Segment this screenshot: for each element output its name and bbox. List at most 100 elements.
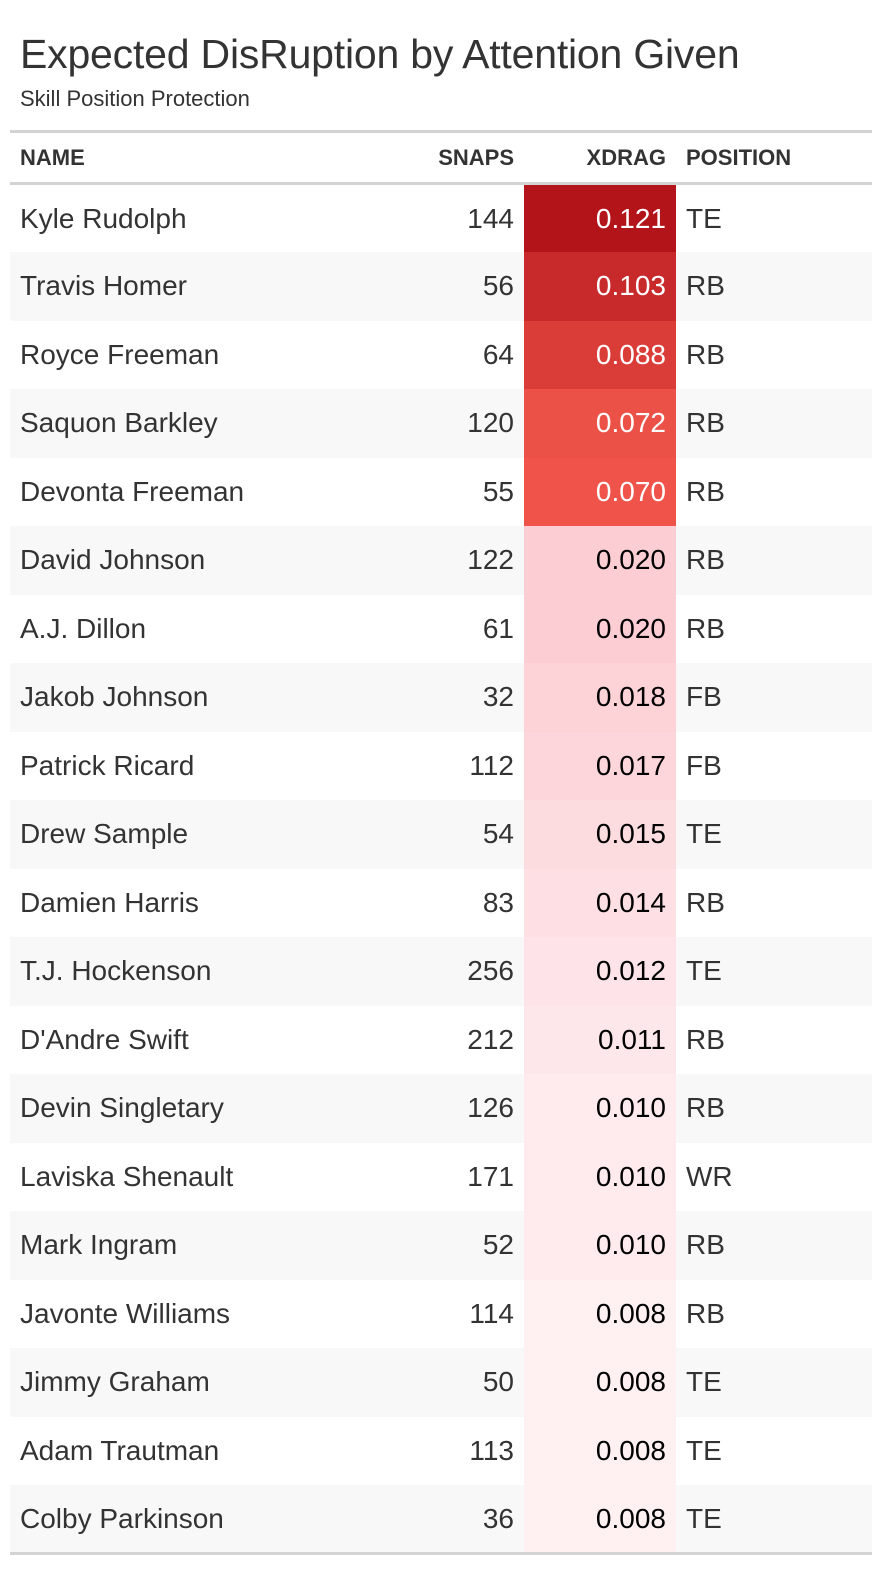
cell-snaps: 54 xyxy=(402,800,524,869)
cell-position: RB xyxy=(676,1074,872,1143)
cell-name: Patrick Ricard xyxy=(10,731,402,800)
cell-name: Mark Ingram xyxy=(10,1211,402,1280)
cell-xdrag: 0.088 xyxy=(524,320,676,389)
column-header-name: NAME xyxy=(10,131,402,185)
cell-position: RB xyxy=(676,526,872,595)
cell-xdrag: 0.020 xyxy=(524,526,676,595)
cell-name: T.J. Hockenson xyxy=(10,937,402,1006)
table-subtitle: Skill Position Protection xyxy=(20,86,250,111)
table-row: Saquon Barkley 120 0.072 RB xyxy=(10,389,872,458)
cell-name: Damien Harris xyxy=(10,868,402,937)
cell-position: RB xyxy=(676,1279,872,1348)
cell-xdrag: 0.008 xyxy=(524,1279,676,1348)
cell-name: Travis Homer xyxy=(10,252,402,321)
column-header-position: POSITION xyxy=(676,131,872,185)
table-row: Devonta Freeman 55 0.070 RB xyxy=(10,457,872,526)
table-body: Kyle Rudolph 144 0.121 TE Travis Homer 56 0.10… xyxy=(10,183,872,1554)
data-table: NAME SNAPS XDRAG POSITION Kyle Rudolph 14… xyxy=(10,130,872,1555)
table-row: Laviska Shenault 171 0.010 WR xyxy=(10,1142,872,1211)
cell-name: Kyle Rudolph xyxy=(10,183,402,252)
cell-position: TE xyxy=(676,1485,872,1554)
table-row: Devin Singletary 126 0.010 RB xyxy=(10,1074,872,1143)
cell-position: RB xyxy=(676,1211,872,1280)
table-row: D'Andre Swift 212 0.011 RB xyxy=(10,1005,872,1074)
cell-snaps: 256 xyxy=(402,937,524,1006)
table-container: Expected DisRuption by Attention Given S… xyxy=(10,0,872,1555)
cell-position: RB xyxy=(676,320,872,389)
table-row: Kyle Rudolph 144 0.121 TE xyxy=(10,183,872,252)
table-row: Damien Harris 83 0.014 RB xyxy=(10,868,872,937)
cell-snaps: 36 xyxy=(402,1485,524,1554)
table-row: Adam Trautman 113 0.008 TE xyxy=(10,1416,872,1485)
cell-xdrag: 0.014 xyxy=(524,868,676,937)
cell-name: Adam Trautman xyxy=(10,1416,402,1485)
cell-xdrag: 0.103 xyxy=(524,252,676,321)
cell-position: TE xyxy=(676,183,872,252)
cell-position: RB xyxy=(676,389,872,458)
cell-snaps: 122 xyxy=(402,526,524,595)
table-row: Jakob Johnson 32 0.018 FB xyxy=(10,663,872,732)
cell-snaps: 171 xyxy=(402,1142,524,1211)
cell-snaps: 50 xyxy=(402,1348,524,1417)
table-row: Patrick Ricard 112 0.017 FB xyxy=(10,731,872,800)
cell-snaps: 56 xyxy=(402,252,524,321)
cell-snaps: 55 xyxy=(402,457,524,526)
cell-position: RB xyxy=(676,594,872,663)
cell-xdrag: 0.070 xyxy=(524,457,676,526)
cell-snaps: 112 xyxy=(402,731,524,800)
cell-position: FB xyxy=(676,663,872,732)
table-row: Royce Freeman 64 0.088 RB xyxy=(10,320,872,389)
cell-name: Royce Freeman xyxy=(10,320,402,389)
cell-name: Devin Singletary xyxy=(10,1074,402,1143)
table-row: Travis Homer 56 0.103 RB xyxy=(10,252,872,321)
cell-name: Laviska Shenault xyxy=(10,1142,402,1211)
cell-position: RB xyxy=(676,1005,872,1074)
cell-snaps: 114 xyxy=(402,1279,524,1348)
cell-snaps: 61 xyxy=(402,594,524,663)
cell-position: RB xyxy=(676,252,872,321)
cell-snaps: 113 xyxy=(402,1416,524,1485)
cell-xdrag: 0.017 xyxy=(524,731,676,800)
cell-snaps: 32 xyxy=(402,663,524,732)
cell-position: FB xyxy=(676,731,872,800)
cell-name: Colby Parkinson xyxy=(10,1485,402,1554)
cell-snaps: 212 xyxy=(402,1005,524,1074)
cell-name: D'Andre Swift xyxy=(10,1005,402,1074)
cell-snaps: 83 xyxy=(402,868,524,937)
cell-xdrag: 0.015 xyxy=(524,800,676,869)
cell-name: Jakob Johnson xyxy=(10,663,402,732)
cell-xdrag: 0.018 xyxy=(524,663,676,732)
cell-position: TE xyxy=(676,1416,872,1485)
table-row: Mark Ingram 52 0.010 RB xyxy=(10,1211,872,1280)
cell-snaps: 144 xyxy=(402,183,524,252)
table-row: Jimmy Graham 50 0.008 TE xyxy=(10,1348,872,1417)
cell-name: Javonte Williams xyxy=(10,1279,402,1348)
cell-position: TE xyxy=(676,937,872,1006)
cell-name: Saquon Barkley xyxy=(10,389,402,458)
cell-xdrag: 0.010 xyxy=(524,1142,676,1211)
table-title: Expected DisRuption by Attention Given xyxy=(20,31,740,77)
cell-xdrag: 0.010 xyxy=(524,1211,676,1280)
table-row: Colby Parkinson 36 0.008 TE xyxy=(10,1485,872,1554)
cell-snaps: 120 xyxy=(402,389,524,458)
cell-name: A.J. Dillon xyxy=(10,594,402,663)
cell-snaps: 64 xyxy=(402,320,524,389)
cell-xdrag: 0.072 xyxy=(524,389,676,458)
table-row: Javonte Williams 114 0.008 RB xyxy=(10,1279,872,1348)
cell-xdrag: 0.008 xyxy=(524,1348,676,1417)
cell-name: Drew Sample xyxy=(10,800,402,869)
cell-position: RB xyxy=(676,457,872,526)
cell-xdrag: 0.020 xyxy=(524,594,676,663)
cell-position: TE xyxy=(676,800,872,869)
table-row: David Johnson 122 0.020 RB xyxy=(10,526,872,595)
cell-snaps: 52 xyxy=(402,1211,524,1280)
table-row: Drew Sample 54 0.015 TE xyxy=(10,800,872,869)
cell-name: Devonta Freeman xyxy=(10,457,402,526)
table-row: T.J. Hockenson 256 0.012 TE xyxy=(10,937,872,1006)
cell-name: Jimmy Graham xyxy=(10,1348,402,1417)
cell-xdrag: 0.008 xyxy=(524,1485,676,1554)
cell-snaps: 126 xyxy=(402,1074,524,1143)
cell-position: RB xyxy=(676,868,872,937)
cell-xdrag: 0.011 xyxy=(524,1005,676,1074)
table-row: A.J. Dillon 61 0.020 RB xyxy=(10,594,872,663)
